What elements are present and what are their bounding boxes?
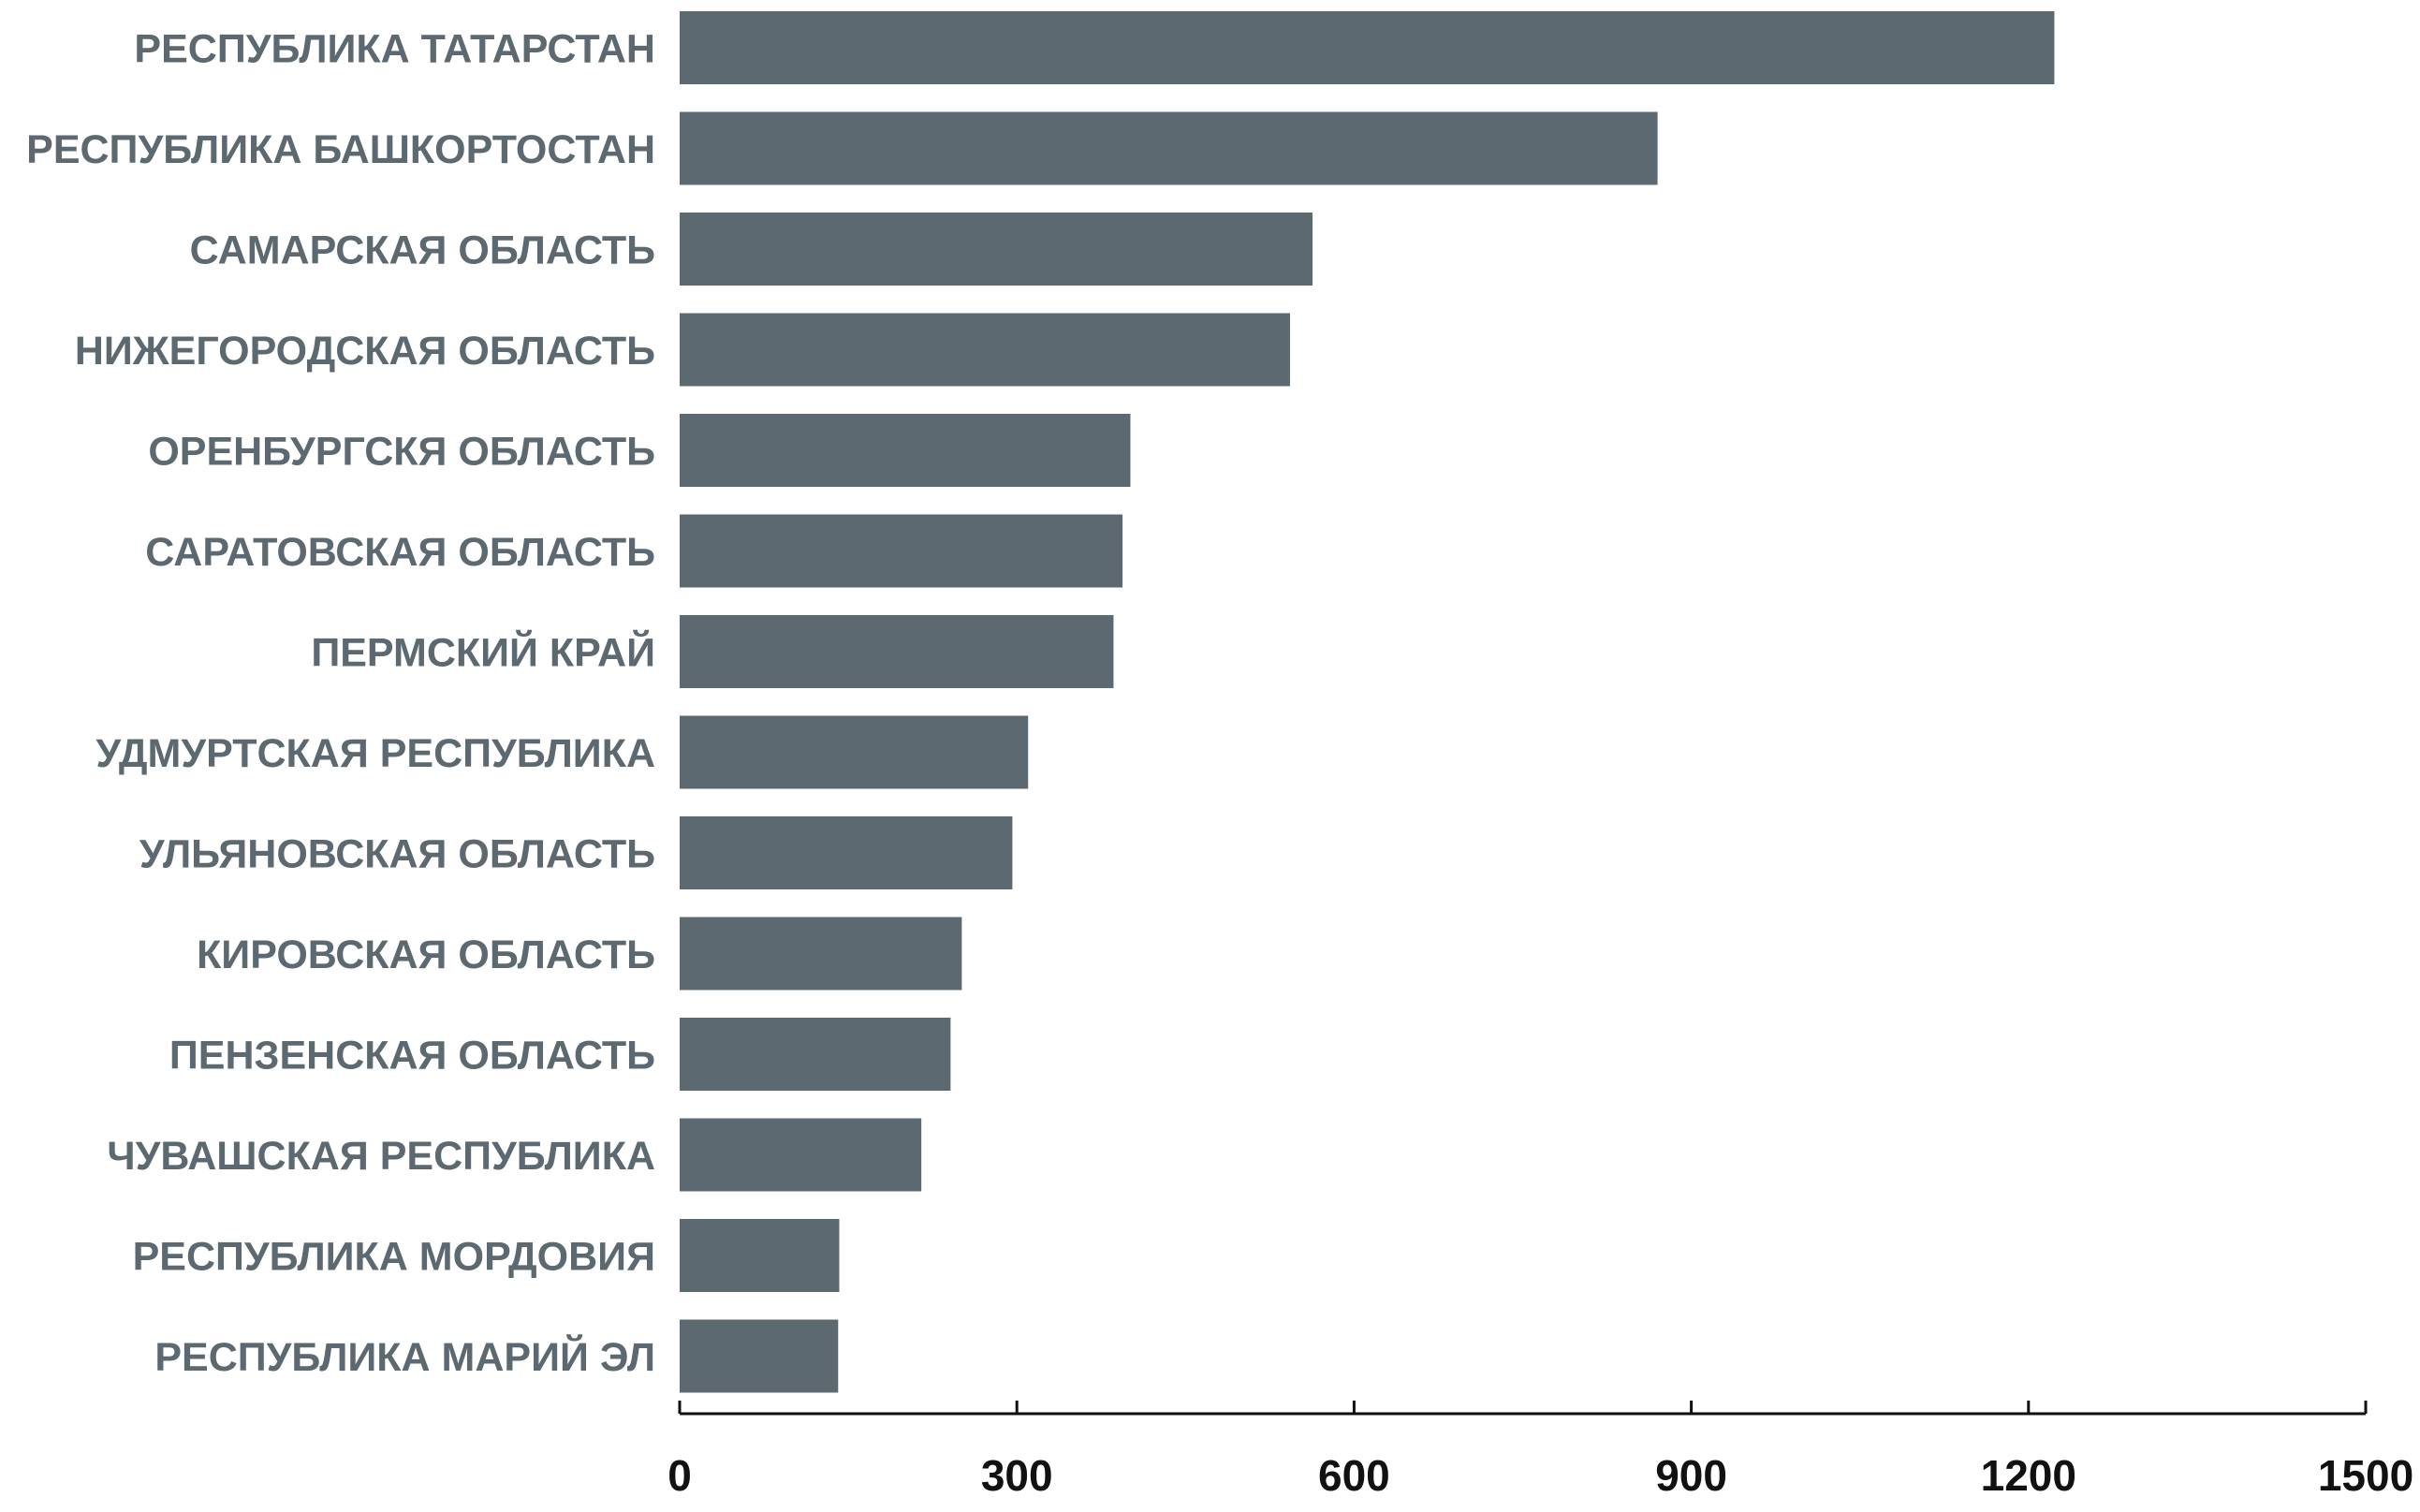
x-tick-label: 600: [1318, 1451, 1390, 1500]
x-tick-label: 0: [667, 1451, 692, 1500]
y-tick-label: САМАРСКАЯ ОБЛАСТЬ: [190, 228, 655, 272]
y-tick-label: НИЖЕГОРОДСКАЯ ОБЛАСТЬ: [75, 329, 655, 374]
y-tick-label: ПЕРМСКИЙ КРАЙ: [311, 629, 655, 675]
y-tick-label: РЕСПУБЛИКА БАШКОРТОСТАН: [26, 127, 655, 172]
bar: [680, 414, 1131, 487]
bar: [680, 1018, 951, 1091]
bar: [680, 111, 1658, 185]
y-tick-label: ЧУВАШСКАЯ РЕСПУБЛИКА: [107, 1134, 655, 1179]
y-tick-label: РЕСПУБЛИКА ТАТАРСТАН: [134, 26, 655, 71]
bar: [680, 11, 2055, 84]
bar: [680, 1319, 839, 1393]
bar: [680, 816, 1013, 889]
bar: [680, 715, 1029, 789]
bar: [680, 917, 962, 991]
y-tick-label: САРАТОВСКАЯ ОБЛАСТЬ: [145, 530, 655, 575]
y-tick-label: КИРОВСКАЯ ОБЛАСТЬ: [197, 932, 655, 977]
x-tick-label: 1500: [2318, 1451, 2413, 1500]
bar: [680, 1219, 840, 1292]
x-tick-label: 1200: [1981, 1451, 2076, 1500]
y-tick-label: УЛЬЯНОВСКАЯ ОБЛАСТЬ: [139, 831, 655, 876]
y-tick-label: ОРЕНБУРГСКЯ ОБЛАСТЬ: [148, 429, 655, 474]
y-tick-label: РЕСПУБЛИКА МОРДОВИЯ: [133, 1234, 655, 1279]
y-tick-label: ПЕНЗЕНСКАЯ ОБЛАСТЬ: [169, 1033, 655, 1078]
bar: [680, 313, 1290, 387]
x-tick-label: 300: [981, 1451, 1053, 1500]
bar: [680, 514, 1123, 588]
y-tick-label: РЕСПУБЛИКА МАРИЙ ЭЛ: [154, 1334, 655, 1380]
x-tick-label: 900: [1655, 1451, 1727, 1500]
bar: [680, 1118, 922, 1192]
y-tick-label: УДМУРТСКАЯ РЕСПУБЛИКА: [95, 731, 655, 776]
bar: [680, 615, 1114, 688]
bar: [680, 213, 1313, 286]
